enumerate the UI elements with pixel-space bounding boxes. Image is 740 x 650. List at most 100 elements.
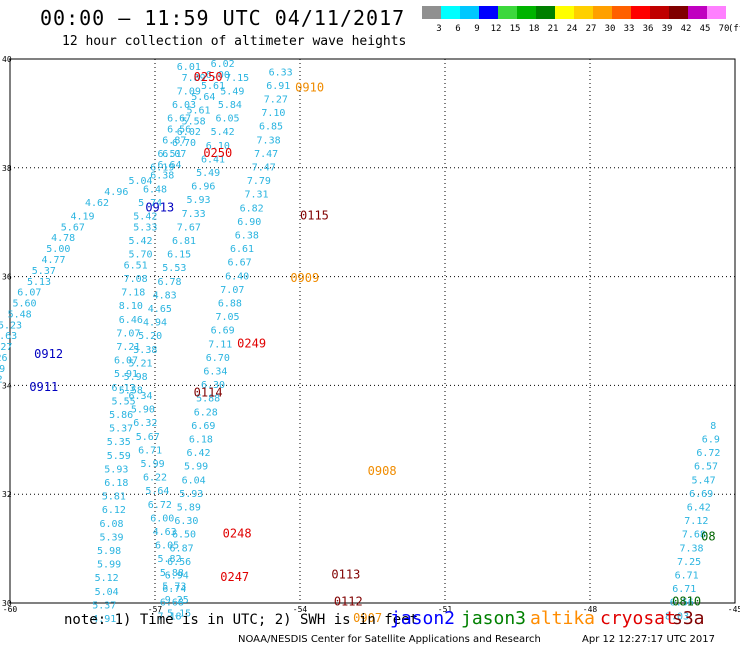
swh-value: 6.71 (672, 584, 696, 595)
legend-swatch (688, 6, 707, 19)
swh-value: 7.05 (215, 312, 239, 323)
swh-value: 4.77 (41, 255, 65, 266)
legend-tick-label: 39 (662, 24, 673, 34)
lat-tick-label: 34 (2, 381, 12, 390)
legend-swatch (498, 6, 517, 19)
swh-value: 5.88 (196, 394, 220, 405)
legend-swatch (460, 6, 479, 19)
swh-value: 4.49 (0, 364, 5, 375)
pass-time-label: 0248 (223, 527, 252, 541)
swh-value: 4.83 (153, 290, 177, 301)
swh-value: 7.12 (684, 516, 708, 527)
swh-value: 7.47 (254, 149, 278, 160)
map-title: 00:00 – 11:59 UTC 04/11/2017 (40, 6, 406, 30)
pass-time-label: 0909 (290, 271, 319, 285)
swh-value: 6.02 (211, 59, 235, 70)
pass-time-label: 0913 (145, 200, 174, 214)
legend-tick-label: 3 (436, 24, 441, 34)
swh-value: 6.56 (167, 557, 191, 568)
swh-value: 6.88 (218, 299, 242, 310)
swh-value: 5.61 (201, 81, 225, 92)
swh-value: 7.38 (257, 135, 281, 146)
swh-value: 6.30 (201, 380, 225, 391)
swh-value: 6.69 (211, 326, 235, 337)
swh-value: 6.51 (124, 260, 148, 271)
swh-value: 5.26 (0, 353, 8, 364)
lon-tick-label: -51 (438, 605, 453, 614)
swh-value: 6.38 (150, 171, 174, 182)
swh-value: 6.82 (240, 203, 264, 214)
swh-value: 6.01 (177, 62, 201, 73)
legend-tick-label: 30 (605, 24, 616, 34)
swh-value: 4.63 (0, 331, 17, 342)
swh-value: 6.07 (162, 149, 186, 160)
lat-tick-label: 30 (2, 599, 12, 608)
swh-value: 6.91 (266, 81, 290, 92)
lat-tick-label: 36 (2, 273, 12, 282)
swh-value: 5.48 (8, 309, 32, 320)
swh-value: 6.70 (172, 138, 196, 149)
swh-value: 6.05 (215, 114, 239, 125)
swh-value: 5.81 (102, 492, 126, 503)
legend-swatch (517, 6, 536, 19)
swh-value: 5.73 (162, 581, 186, 592)
swh-value: 7.33 (182, 209, 206, 220)
swh-value: 5.04 (128, 176, 152, 187)
swh-value: 5.99 (184, 462, 208, 473)
pass-time-label: 0247 (220, 570, 249, 584)
pass-time-label: 0112 (334, 595, 363, 609)
swh-value: 6.50 (172, 530, 196, 541)
swh-value: 5.55 (112, 396, 136, 407)
satellite-jason2: jason2 (390, 608, 456, 629)
swh-value: 5.20 (138, 331, 162, 342)
swh-value: 6.57 (694, 462, 718, 473)
swh-value: 7.10 (261, 108, 285, 119)
swh-value: 6.34 (128, 391, 152, 402)
footer-timestamp: Apr 12 12:27:17 UTC 2017 (582, 634, 715, 645)
legend-tick-label: 42 (681, 24, 692, 34)
swh-value: 5.61 (186, 105, 210, 116)
swh-value: 7.38 (679, 543, 703, 554)
swh-value: 7.67 (177, 222, 201, 233)
lon-tick-label: -54 (293, 605, 308, 614)
lat-tick-label: 38 (2, 164, 12, 173)
legend-swatch (441, 6, 460, 19)
swh-value: 7.15 (225, 73, 249, 84)
lat-tick-label: 32 (2, 490, 12, 499)
swh-value: 6.15 (167, 250, 191, 261)
swh-value: 5.21 (128, 358, 152, 369)
swh-value: 6.90 (237, 217, 261, 228)
swh-value: 5.47 (692, 475, 716, 486)
swh-value: 5.35 (107, 437, 131, 448)
swh-value: 6.56 (670, 598, 694, 609)
footer-source: NOAA/NESDIS Center for Satellite Applica… (238, 634, 541, 645)
swh-value: 4.94 (143, 318, 167, 329)
swh-value: 6.81 (172, 236, 196, 247)
swh-value: 6.56 (167, 124, 191, 135)
swh-value: 5.91 (114, 369, 138, 380)
swh-value: 5.93 (179, 489, 203, 500)
swh-value: 5.98 (97, 546, 121, 557)
swh-value: 5.13 (27, 277, 51, 288)
swh-value: 5.64 (145, 486, 169, 497)
swh-value: 5.42 (128, 236, 152, 247)
swh-value: 6.68 (160, 598, 184, 609)
legend-tick-label: 27 (586, 24, 597, 34)
swh-value: 4.63 (153, 527, 177, 538)
swh-value: 7.18 (157, 611, 181, 622)
lon-tick-label: -60 (3, 605, 18, 614)
pass-time-label: 0910 (295, 81, 324, 95)
pass-time-label: 0912 (34, 347, 63, 361)
legend-swatch (536, 6, 555, 19)
swh-value: 6.96 (191, 182, 215, 193)
swh-value: 6.34 (203, 367, 227, 378)
swh-value: 6.46 (119, 315, 143, 326)
swh-value: 5.38 (133, 345, 157, 356)
swh-value: 5.99 (141, 459, 165, 470)
pass-time-label: 0907 (353, 611, 382, 625)
swh-value: 6.71 (138, 445, 162, 456)
swh-value: 6.00 (206, 70, 230, 81)
swh-value: 6.42 (687, 503, 711, 514)
lat-tick-label: 40 (2, 55, 12, 64)
